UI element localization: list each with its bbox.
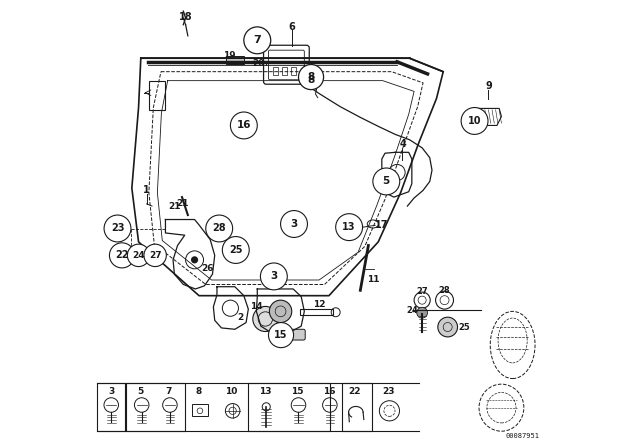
Circle shape (280, 211, 307, 237)
Text: 21: 21 (176, 199, 188, 208)
Text: 19: 19 (223, 52, 236, 60)
FancyBboxPatch shape (226, 56, 244, 64)
Text: 2: 2 (237, 313, 243, 322)
Text: 27: 27 (149, 251, 161, 260)
Text: 3: 3 (270, 271, 278, 281)
Bar (291, 67, 296, 75)
Text: 12: 12 (313, 300, 325, 309)
Bar (97, 383, 125, 431)
Text: 1: 1 (143, 185, 150, 195)
Text: 7: 7 (166, 387, 172, 396)
Text: 8: 8 (307, 72, 315, 82)
Circle shape (109, 243, 134, 268)
Circle shape (417, 307, 428, 318)
Bar (282, 67, 287, 75)
Text: 20: 20 (252, 59, 264, 68)
Circle shape (269, 323, 294, 348)
Text: 16: 16 (237, 121, 251, 130)
Text: 8: 8 (307, 75, 315, 85)
Text: 11: 11 (367, 275, 379, 284)
Circle shape (206, 215, 233, 242)
Text: 5: 5 (383, 177, 390, 186)
Text: 7: 7 (253, 35, 261, 45)
Text: 26: 26 (201, 264, 213, 273)
Text: 10: 10 (225, 387, 237, 396)
Text: 3: 3 (108, 387, 115, 396)
Text: 6: 6 (289, 22, 295, 32)
Text: 8: 8 (195, 387, 201, 396)
Text: 28: 28 (212, 224, 226, 233)
Circle shape (244, 27, 271, 54)
FancyBboxPatch shape (285, 329, 305, 340)
Circle shape (191, 256, 198, 263)
Circle shape (298, 65, 324, 90)
Circle shape (461, 108, 488, 134)
Text: 24: 24 (132, 251, 145, 260)
Text: 13: 13 (342, 222, 356, 232)
Text: 3: 3 (291, 219, 298, 229)
Circle shape (438, 317, 458, 337)
Text: 17: 17 (374, 220, 388, 230)
Circle shape (127, 244, 150, 267)
Text: 10: 10 (468, 116, 481, 126)
Circle shape (335, 214, 362, 241)
Text: 28: 28 (439, 286, 451, 295)
Bar (342, 383, 372, 431)
Text: 25: 25 (229, 245, 243, 255)
Bar (273, 67, 278, 75)
Circle shape (260, 263, 287, 290)
Text: 15: 15 (291, 387, 304, 396)
Text: 24: 24 (406, 306, 418, 314)
Text: 22: 22 (349, 387, 361, 396)
Circle shape (144, 244, 166, 267)
Text: 15: 15 (275, 330, 288, 340)
Bar (192, 405, 208, 417)
Text: 23: 23 (111, 224, 124, 233)
Text: 23: 23 (382, 387, 394, 396)
Text: 21: 21 (168, 202, 181, 211)
Text: 13: 13 (259, 387, 271, 396)
Circle shape (373, 168, 400, 195)
Text: 18: 18 (179, 12, 193, 22)
Circle shape (222, 237, 249, 263)
Circle shape (230, 112, 257, 139)
Circle shape (104, 215, 131, 242)
Bar (248, 383, 330, 431)
Text: 14: 14 (250, 302, 262, 311)
Text: 25: 25 (458, 323, 470, 332)
Circle shape (253, 306, 278, 332)
Text: 9: 9 (485, 81, 492, 91)
Bar (127, 383, 185, 431)
Text: 4: 4 (399, 139, 406, 149)
Text: 00087951: 00087951 (506, 433, 540, 439)
Text: 22: 22 (115, 250, 129, 260)
Text: 16: 16 (323, 387, 335, 396)
Circle shape (269, 300, 292, 323)
Text: 5: 5 (138, 387, 144, 396)
Text: 27: 27 (417, 287, 428, 296)
